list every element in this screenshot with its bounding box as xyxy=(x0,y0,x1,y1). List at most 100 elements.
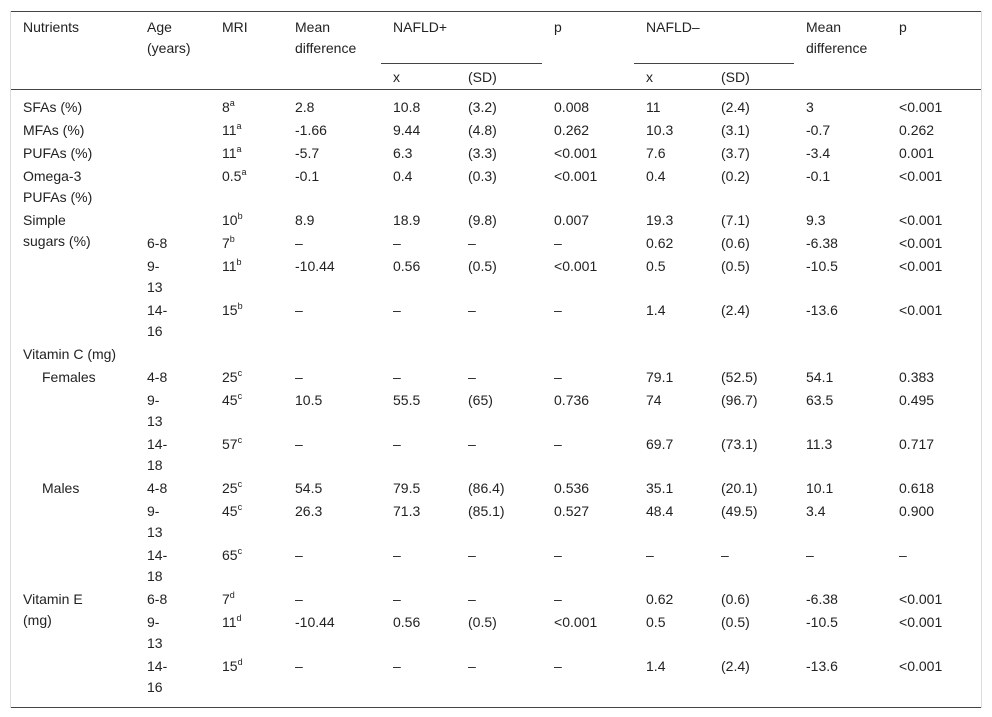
data-row: 9-13 11b -10.44 0.56 (0.5) <0.001 0.5 (0.5) -10.… xyxy=(11,255,981,299)
value-cell: 0.536 xyxy=(554,480,590,496)
value-cell: 0.495 xyxy=(899,392,935,408)
value-cell: 26.3 xyxy=(295,503,323,519)
value-cell: (2.4) xyxy=(721,658,750,674)
table-frame: Nutrients Age (years) MRI Mean difference NA… xyxy=(10,11,982,708)
value-cell: 0.736 xyxy=(554,392,590,408)
value-cell: -1.66 xyxy=(295,122,327,138)
value-cell: 10.1 xyxy=(806,480,834,496)
value-cell: 0.4 xyxy=(393,168,413,184)
data-row: Vitamin E (mg) 6-8 7d – – – –0.62 (0.6) -6.38 <0.… xyxy=(11,588,981,629)
mri-value: 15 xyxy=(222,658,238,674)
footnote-mark: c xyxy=(237,479,243,489)
value-cell: -3.4 xyxy=(806,145,831,161)
mri-cell: 45c xyxy=(210,389,283,433)
value-cell: (0.5) xyxy=(721,258,750,274)
value-cell: <0.001 xyxy=(899,235,943,251)
value-cell: <0.001 xyxy=(554,258,598,274)
footnote-mark: d xyxy=(237,657,243,667)
mri-cell: 8a xyxy=(210,90,283,120)
value-cell: 1.4 xyxy=(646,658,666,674)
value-cell: 48.4 xyxy=(646,503,674,519)
sub-header: x xyxy=(393,69,400,85)
subgroup-label: Males xyxy=(42,480,80,496)
mri-value: 7 xyxy=(222,235,230,251)
value-cell: – xyxy=(899,547,907,563)
value-cell: (9.8) xyxy=(468,212,497,228)
value-cell: -6.38 xyxy=(806,235,838,251)
mri-cell: 45c xyxy=(210,500,283,544)
value-cell: -0.1 xyxy=(806,168,831,184)
age-cell: 9-13 xyxy=(135,611,210,655)
value-cell: (0.6) xyxy=(721,235,750,251)
mri-cell: 11d xyxy=(210,611,283,655)
mri-cell: 15b xyxy=(210,299,283,343)
value-cell: 6.3 xyxy=(393,145,413,161)
value-cell: 69.7 xyxy=(646,436,674,452)
nutrient-label: SFAs (%) xyxy=(23,99,83,115)
value-cell: 3 xyxy=(806,99,814,115)
value-cell: – xyxy=(295,235,303,251)
value-cell: 11 xyxy=(646,99,661,115)
column-header: Nutrients xyxy=(23,19,80,35)
value-cell: 71.3 xyxy=(393,503,421,519)
value-cell: 11.3 xyxy=(806,436,833,452)
footnote-mark: c xyxy=(237,435,243,445)
age: 6-8 xyxy=(147,235,168,251)
value-cell: – xyxy=(554,547,562,563)
value-cell: – xyxy=(554,235,562,251)
value-cell: – xyxy=(295,658,303,674)
value-cell: (86.4) xyxy=(468,480,505,496)
footnote-mark: b xyxy=(236,257,242,267)
mri-value: 11 xyxy=(222,614,237,630)
value-cell: <0.001 xyxy=(899,212,943,228)
value-cell: 1.4 xyxy=(646,302,666,318)
value-cell: 9.44 xyxy=(393,122,421,138)
value-cell: 74 xyxy=(646,392,662,408)
value-cell: <0.001 xyxy=(899,99,943,115)
footnote-mark: c xyxy=(237,502,243,512)
group-header: NAFLD– xyxy=(634,11,795,64)
value-cell: -6.38 xyxy=(806,591,838,607)
group-header: NAFLD+ xyxy=(381,11,543,64)
mri-cell: 15d xyxy=(210,655,283,708)
value-cell: (0.6) xyxy=(721,591,750,607)
value-cell: – xyxy=(646,547,654,563)
value-cell: – xyxy=(393,658,401,674)
age: 9-13 xyxy=(147,503,163,540)
value-cell: 18.9 xyxy=(393,212,421,228)
data-row: 14-18 65c – – – – – – – – xyxy=(11,544,981,588)
nutrients-table: Nutrients Age (years) MRI Mean difference NA… xyxy=(11,11,982,708)
column-header: Mean difference xyxy=(295,19,357,56)
value-cell: (85.1) xyxy=(468,503,505,519)
value-cell: – xyxy=(295,302,303,318)
data-row: Males 4-8 25c 54.5 79.5 (86.4) 0.536 35.1 (20.1)… xyxy=(11,477,981,500)
mri-value: 25 xyxy=(222,480,238,496)
data-row: Simple sugars (%) 10b 8.9 18.9 (9.8) 0.007 19.… xyxy=(11,209,981,250)
age-cell: 4-8 xyxy=(135,477,210,500)
mri-value: 11 xyxy=(222,258,237,274)
value-cell: -0.1 xyxy=(295,168,320,184)
value-cell: – xyxy=(468,436,476,452)
nutrient-label: Omega-3 PUFAs (%) xyxy=(23,168,93,205)
age: 4-8 xyxy=(147,369,168,385)
section-label: Vitamin C (mg) xyxy=(23,346,117,362)
age: 14-16 xyxy=(147,302,168,339)
value-cell: -13.6 xyxy=(806,302,838,318)
value-cell: 0.5 xyxy=(646,614,666,630)
value-cell: <0.001 xyxy=(899,168,943,184)
value-cell: 0.262 xyxy=(899,122,935,138)
footnote-mark: d xyxy=(236,613,242,623)
value-cell: 0.001 xyxy=(899,145,935,161)
value-cell: 2.8 xyxy=(295,99,315,115)
age: 14-16 xyxy=(147,658,168,695)
value-cell: 10.5 xyxy=(295,392,323,408)
footnote-mark: c xyxy=(237,368,243,378)
mri-value: 0.5 xyxy=(222,168,242,184)
age-cell: 14-18 xyxy=(135,544,210,588)
value-cell: – xyxy=(295,547,303,563)
value-cell: 54.1 xyxy=(806,369,834,385)
mri-value: 11 xyxy=(222,145,237,161)
value-cell: – xyxy=(554,369,562,385)
mri-cell: 7d xyxy=(210,588,283,611)
